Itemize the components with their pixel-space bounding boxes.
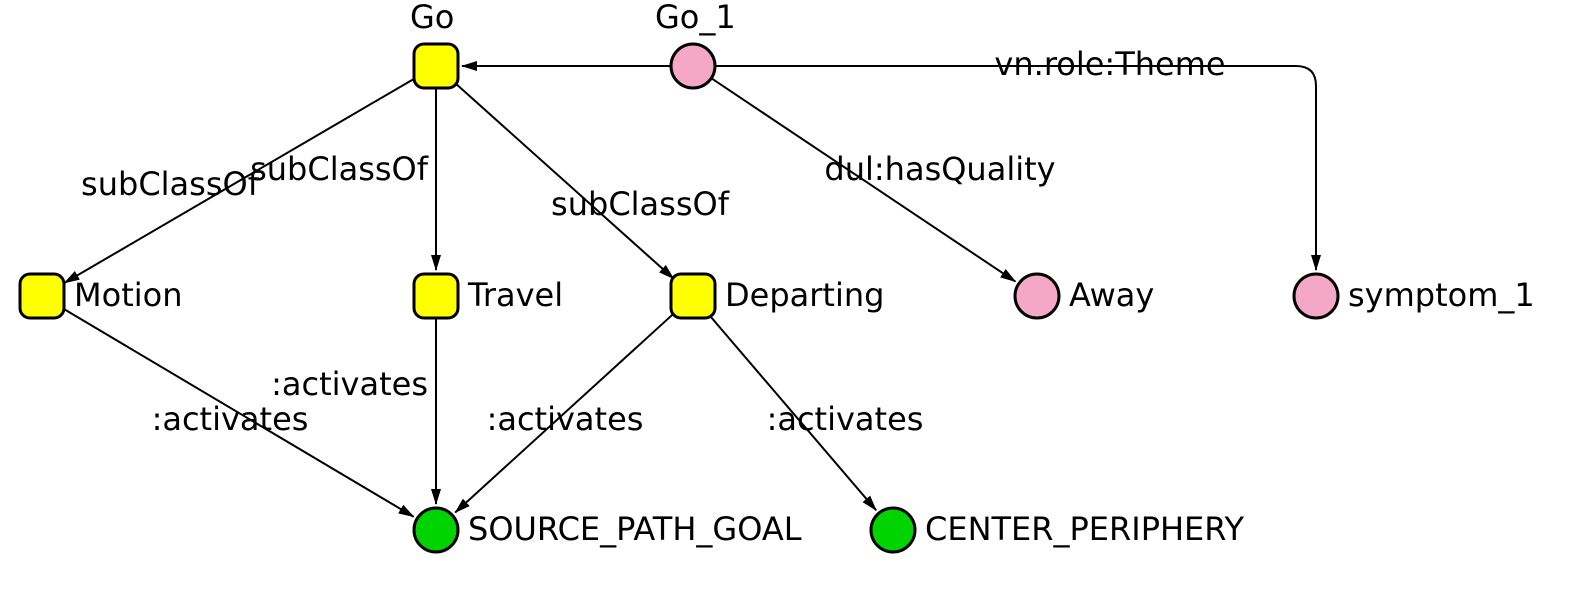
node-label-spg: SOURCE_PATH_GOAL	[468, 510, 802, 548]
edge-label-departing-cp: :activates	[767, 400, 924, 438]
node-shape-go1	[671, 44, 715, 88]
node-label-cp: CENTER_PERIPHERY	[925, 510, 1244, 548]
node-label-away: Away	[1069, 276, 1154, 314]
node-motion: Motion	[20, 274, 182, 318]
edge-label-travel-spg: :activates	[271, 365, 428, 403]
edge-label-go-travel: subClassOf	[250, 150, 429, 188]
node-label-departing: Departing	[725, 276, 884, 314]
nodes-layer: Go Go_1 Motion Travel Departing Away symptom_1…	[20, 0, 1535, 552]
edge-label-departing-spg: :activates	[487, 400, 644, 438]
node-shape-cp	[871, 508, 915, 552]
node-travel: Travel	[414, 274, 563, 318]
edge-go-departing	[452, 81, 673, 279]
node-shape-away	[1015, 274, 1059, 318]
node-label-go: Go	[410, 0, 454, 36]
node-go: Go	[410, 0, 458, 88]
node-spg: SOURCE_PATH_GOAL	[414, 508, 802, 552]
node-away: Away	[1015, 274, 1154, 318]
ontology-graph: subClassOfsubClassOfsubClassOfdul:hasQua…	[0, 0, 1582, 602]
node-label-motion: Motion	[74, 276, 182, 314]
edge-label-go1-symptom1: vn.role:Theme	[994, 45, 1225, 83]
node-shape-motion	[20, 274, 64, 318]
edge-label-go1-away: dul:hasQuality	[824, 150, 1055, 188]
node-label-go1: Go_1	[655, 0, 736, 36]
node-shape-travel	[414, 274, 458, 318]
node-shape-departing	[671, 274, 715, 318]
node-symptom1: symptom_1	[1294, 274, 1535, 318]
edge-label-motion-spg: :activates	[152, 400, 309, 438]
node-label-symptom1: symptom_1	[1348, 276, 1535, 314]
edge-label-go-motion: subClassOf	[81, 165, 260, 203]
node-departing: Departing	[671, 274, 884, 318]
node-cp: CENTER_PERIPHERY	[871, 508, 1244, 552]
edge-label-go-departing: subClassOf	[551, 185, 730, 223]
node-label-travel: Travel	[467, 276, 563, 314]
node-shape-go	[414, 44, 458, 88]
node-go1: Go_1	[655, 0, 736, 88]
node-shape-spg	[414, 508, 458, 552]
node-shape-symptom1	[1294, 274, 1338, 318]
